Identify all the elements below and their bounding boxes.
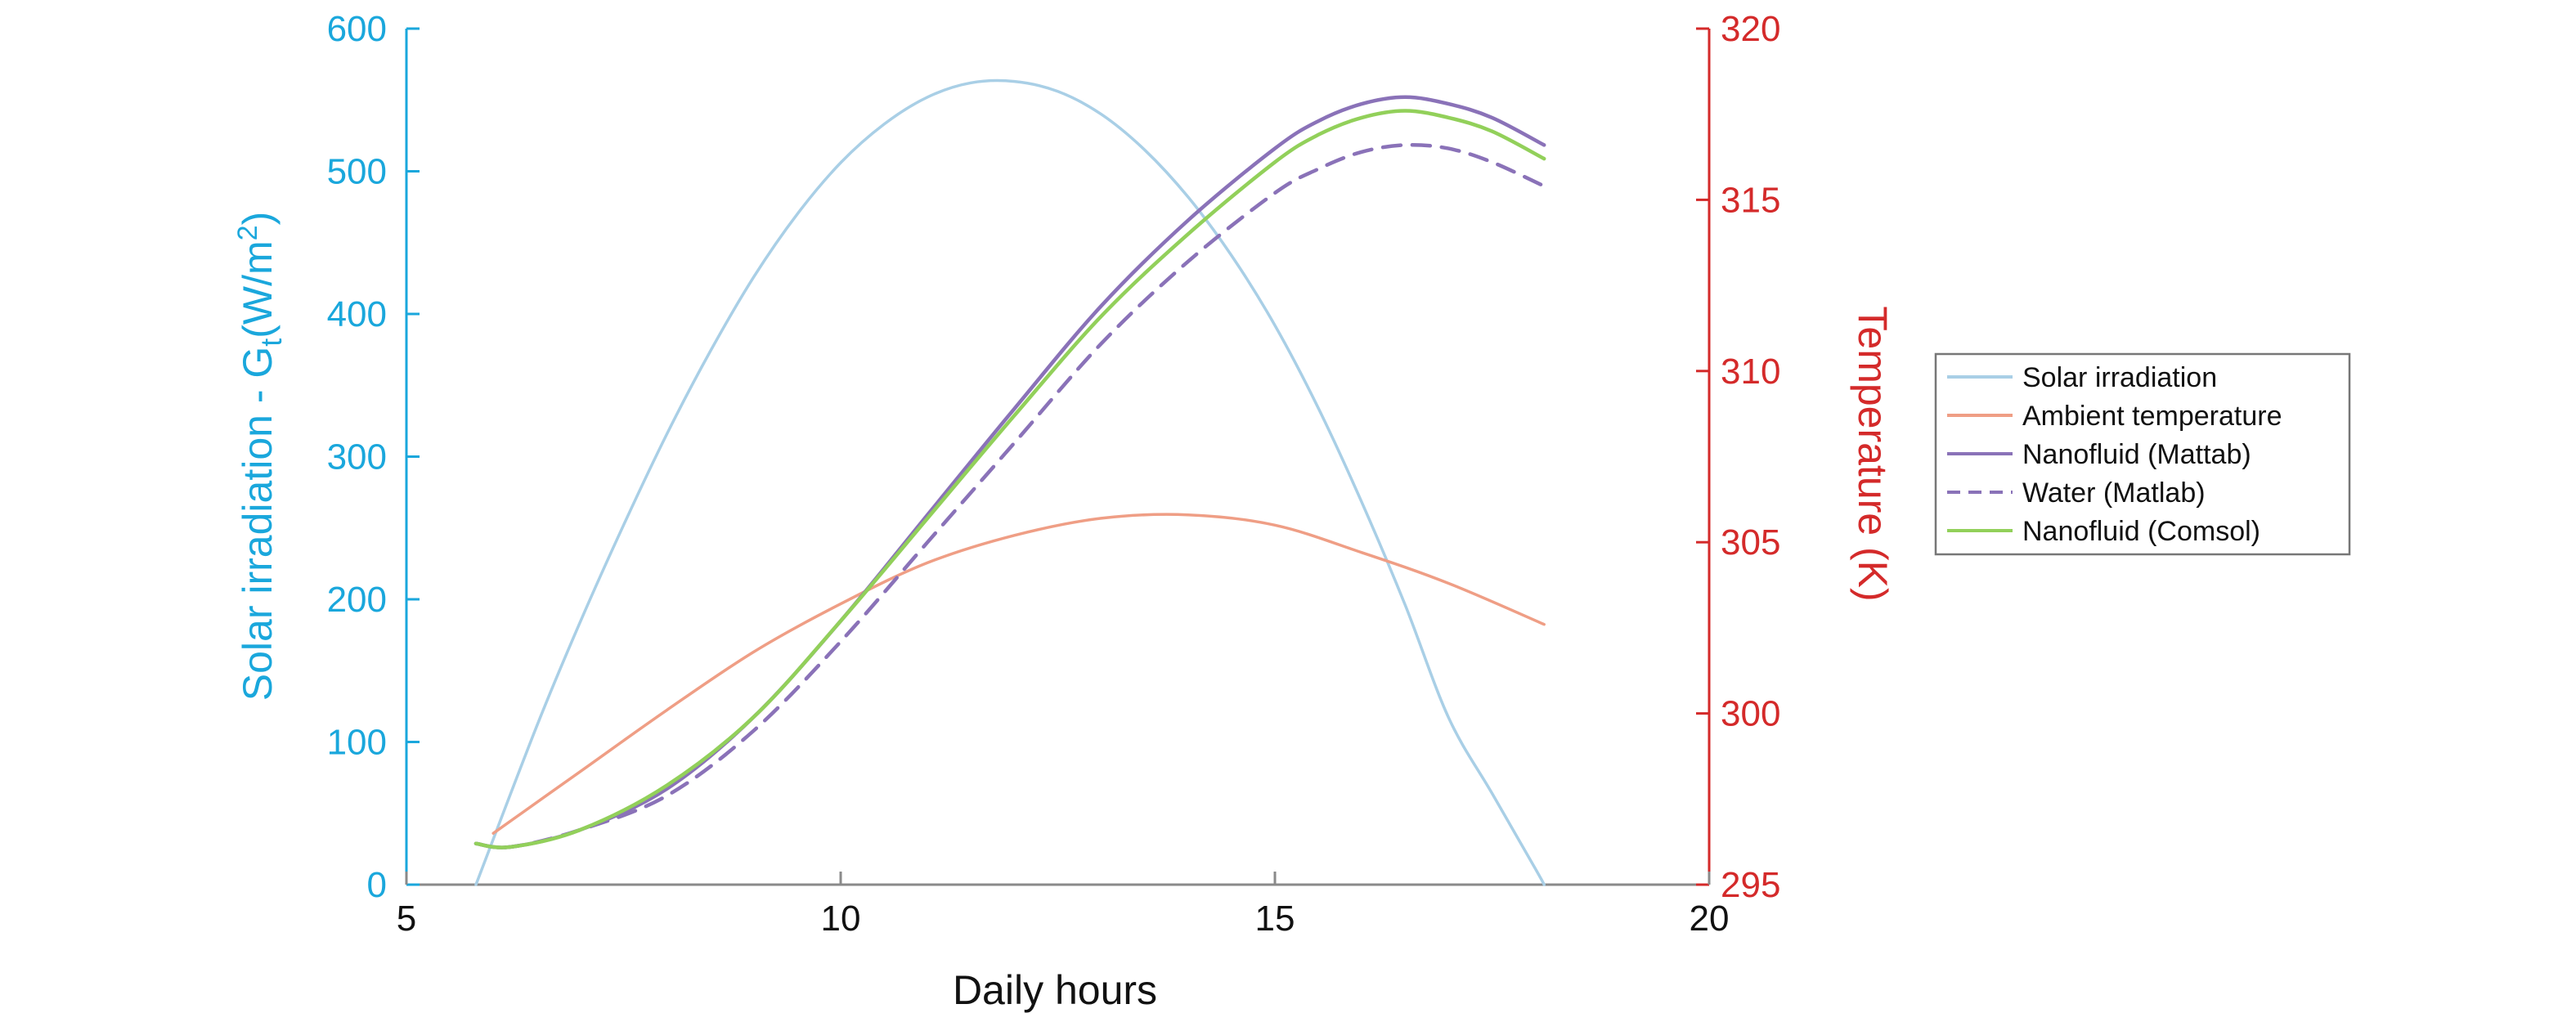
legend-entry-nanofluid_matlab: Nanofluid (Mattab) (2022, 439, 2251, 470)
y-axis-left-label-sub: t (254, 338, 288, 347)
labels-layer: Daily hours Solar irradiation - Gt(W/m2)… (232, 212, 1896, 1013)
legend: Solar irradiation Ambient temperature Nano… (1934, 352, 2351, 556)
series-line-solar (474, 78, 1546, 886)
series-line-ambient (491, 513, 1546, 835)
x-tick-label: 5 (397, 899, 416, 939)
x-tick-label: 15 (1255, 899, 1295, 939)
series-line-water_matlab (473, 142, 1546, 849)
series-line-nanofluid_comsol (473, 109, 1546, 849)
legend-entry-solar: Solar irradiation (2022, 362, 2217, 393)
y-left-tick-label: 100 (327, 723, 387, 763)
x-axis-label: Daily hours (953, 967, 1157, 1013)
x-tick-label: 20 (1690, 899, 1730, 939)
series-layer (473, 78, 1546, 886)
y-axis-left-label-unit-close: ) (235, 212, 280, 226)
y-left-tick-label: 300 (327, 437, 387, 477)
y-axis-left-label-unit-open: (W/m (235, 240, 280, 338)
y-left-tick-label: 600 (327, 9, 387, 49)
series-line-nanofluid_matlab (473, 95, 1546, 849)
x-tick-label: 10 (821, 899, 861, 939)
y-left-tick-label: 0 (367, 865, 387, 905)
y-left-tick-label: 500 (327, 152, 387, 192)
y-left-tick-label: 200 (327, 580, 387, 620)
y-right-tick-label: 295 (1721, 865, 1780, 905)
y-right-tick-label: 305 (1721, 522, 1780, 563)
y-right-tick-label: 300 (1721, 694, 1780, 734)
y-axis-left-label-unit-sup: 2 (232, 225, 263, 240)
axes-layer: 0 100 200 300 400 500 600 295 300 305 310 315 320 5 10… (327, 9, 1781, 939)
y-right-tick-label: 315 (1721, 180, 1780, 220)
legend-entry-water_matlab: Water (Matlab) (2022, 477, 2206, 509)
y-right-tick-label: 310 (1721, 352, 1780, 392)
legend-entry-nanofluid_comsol: Nanofluid (Comsol) (2022, 516, 2260, 547)
legend-entry-ambient: Ambient temperature (2022, 401, 2282, 432)
y-right-tick-label: 320 (1721, 9, 1780, 49)
y-left-tick-label: 400 (327, 294, 387, 334)
y-axis-right-label: Temperature (K) (1850, 306, 1896, 601)
y-axis-left-label-main: Solar irradiation - G (235, 347, 280, 702)
y-axis-left-label: Solar irradiation - Gt(W/m2) (232, 212, 288, 701)
